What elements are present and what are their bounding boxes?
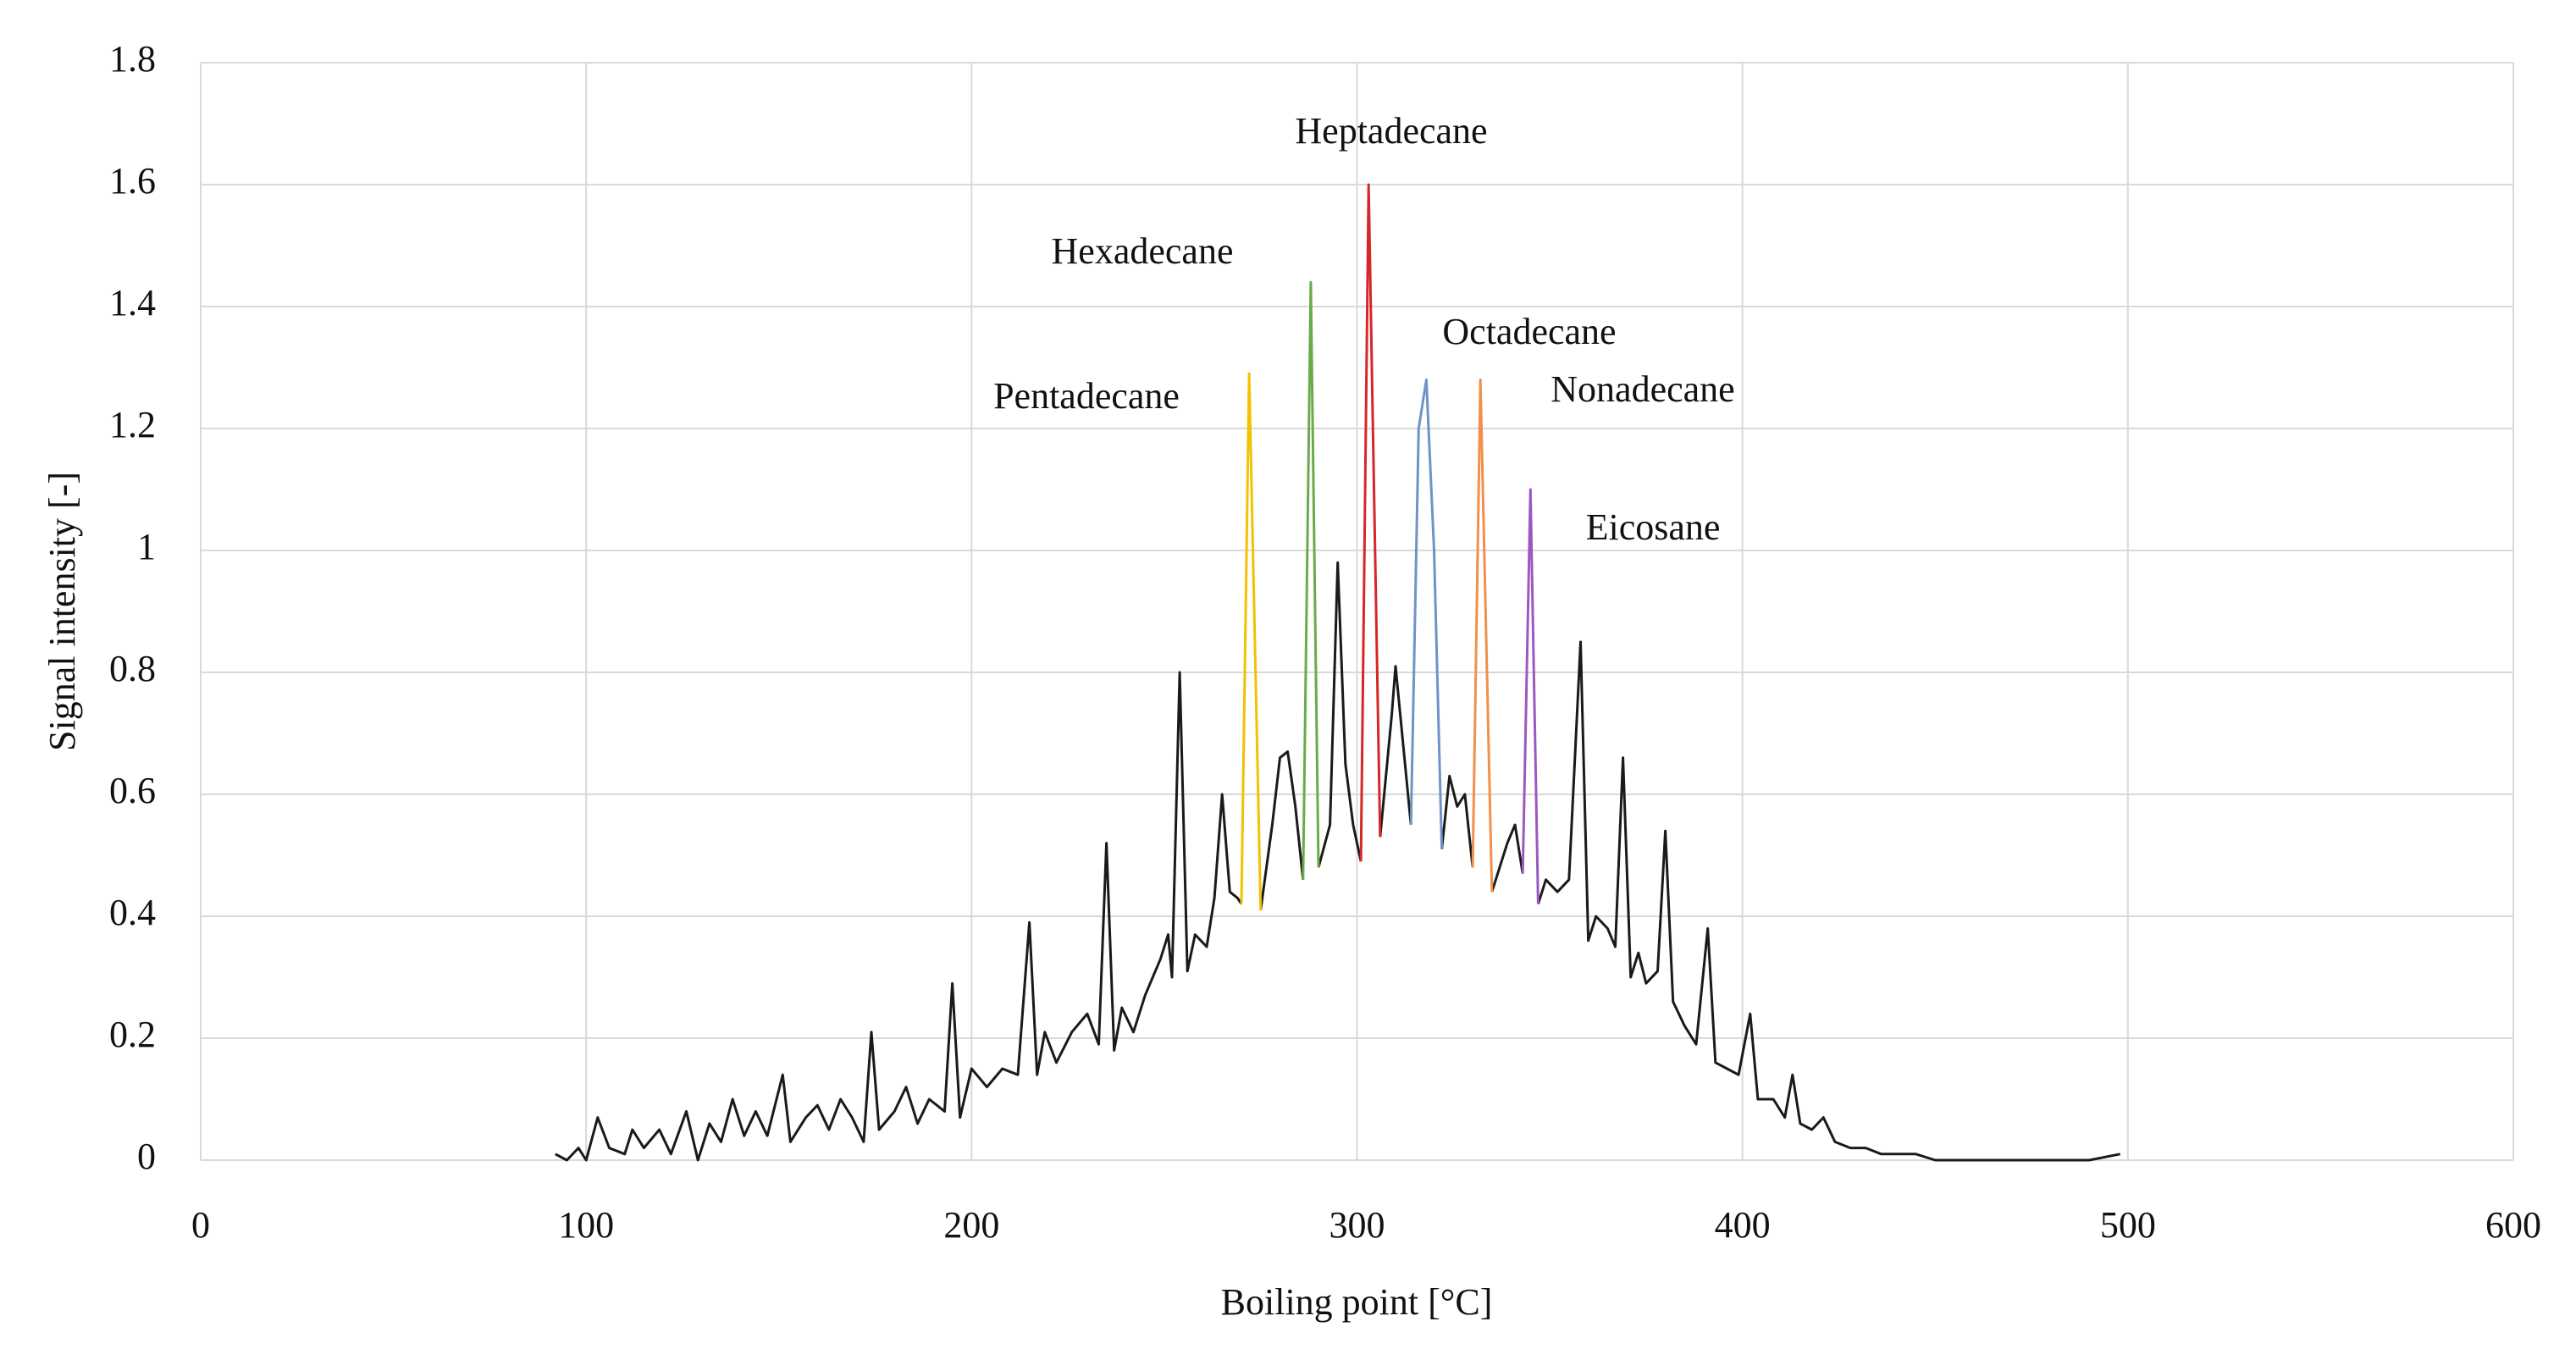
data-line — [1240, 372, 1263, 910]
x-tick-label: 300 — [1329, 1204, 1385, 1246]
x-tick-label: 500 — [2100, 1204, 2156, 1246]
peak-label: Hexadecane — [1052, 230, 1234, 272]
data-line — [555, 561, 2120, 1162]
x-tick-label: 600 — [2485, 1204, 2541, 1246]
y-tick-label: 0.2 — [109, 1014, 156, 1055]
peak-label: Pentadecane — [993, 375, 1180, 417]
y-tick-label: 1 — [137, 526, 156, 567]
data-line — [1471, 378, 1494, 893]
x-tick-label: 0 — [191, 1204, 210, 1246]
y-tick-label: 0.4 — [109, 892, 156, 933]
y-tick-label: 1.4 — [109, 282, 156, 323]
data-line — [1302, 280, 1320, 880]
y-axis-title: Signal intensity [-] — [41, 472, 83, 751]
x-tick-label: 400 — [1715, 1204, 1771, 1246]
x-tick-label: 100 — [558, 1204, 614, 1246]
y-tick-label: 1.2 — [109, 404, 156, 445]
peak-label: Heptadecane — [1295, 110, 1487, 152]
y-tick-label: 0 — [137, 1136, 156, 1177]
y-tick-label: 1.6 — [109, 160, 156, 202]
y-tick-label: 0.8 — [109, 648, 156, 689]
data-line — [1409, 378, 1444, 849]
y-tick-label: 0.6 — [109, 770, 156, 811]
peak-label: Nonadecane — [1551, 368, 1734, 410]
data-line — [1521, 488, 1540, 904]
x-tick-label: 200 — [943, 1204, 999, 1246]
y-tick-label: 1.8 — [109, 38, 156, 80]
peak-label: Eicosane — [1586, 506, 1721, 548]
x-axis-title: Boiling point [°C] — [1221, 1281, 1493, 1323]
data-line — [1359, 183, 1382, 862]
peak-label: Octadecane — [1442, 311, 1616, 352]
